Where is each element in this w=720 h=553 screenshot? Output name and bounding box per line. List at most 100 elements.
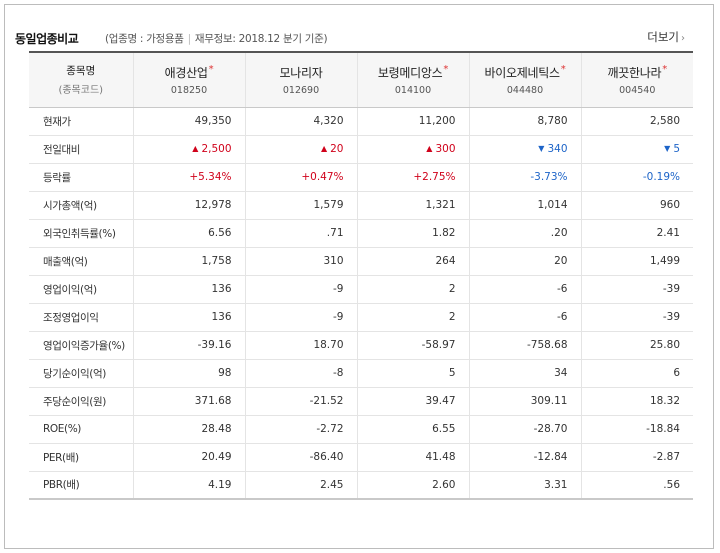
company-code: 014100	[394, 84, 432, 96]
table-cell: -58.97	[356, 331, 469, 360]
cell-value: -0.19%	[642, 171, 680, 183]
table-cell: 4,320	[244, 107, 357, 136]
cell-value: -6	[557, 283, 568, 295]
table-cell: 3.31	[468, 471, 581, 500]
table-cell: -2.87	[580, 443, 693, 472]
row-label: 등락률	[29, 163, 133, 192]
row-label: 전일대비	[29, 135, 133, 164]
cell-value: 6.56	[208, 227, 232, 239]
company-name-link[interactable]: 깨끗한나라*	[582, 64, 694, 81]
table-cell: 1,321	[356, 191, 469, 220]
company-name-link[interactable]: 모나리자	[246, 64, 357, 81]
table-cell: 1,758	[132, 247, 245, 276]
company-name[interactable]: 깨끗한나라	[607, 65, 662, 80]
corner-header: 종목명 (종목코드)	[29, 52, 133, 108]
table-cell: -39	[580, 303, 693, 332]
company-name-link[interactable]: 바이오제네틱스*	[470, 64, 581, 81]
cell-value: -39.16	[197, 339, 232, 351]
cell-value: 98	[218, 367, 232, 379]
company-name-link[interactable]: 애경산업*	[134, 64, 245, 81]
more-label[interactable]: 더보기	[647, 30, 679, 44]
table-cell: +5.34%	[132, 163, 245, 192]
triangle-down-icon: ▼	[538, 144, 545, 153]
table-cell: +0.47%	[244, 163, 357, 192]
company-name[interactable]: 모나리자	[279, 65, 323, 80]
table-cell: -0.19%	[580, 163, 693, 192]
chevron-right-icon[interactable]: ›	[681, 33, 685, 44]
cell-value: +5.34%	[189, 171, 232, 183]
table-cell: 371.68	[132, 387, 245, 416]
table-cell: 1,499	[580, 247, 693, 276]
cell-value: 1,321	[425, 199, 456, 211]
table-cell: 18.32	[580, 387, 693, 416]
table-cell: -39	[580, 275, 693, 304]
triangle-up-icon: ▲	[426, 144, 433, 153]
more-link[interactable]: 더보기 ›	[647, 29, 685, 45]
cell-value: 8,780	[537, 115, 568, 127]
cell-value: 2,580	[649, 115, 680, 127]
cell-value: 960	[659, 199, 680, 211]
company-code: 004540	[619, 84, 656, 96]
cell-value: -28.70	[533, 423, 568, 435]
table-cell: 1,579	[244, 191, 357, 220]
cell-value: 20	[554, 255, 568, 267]
table-cell: 1.82	[356, 219, 469, 248]
table-cell: 6.55	[356, 415, 469, 444]
company-header: 깨끗한나라* 004540	[580, 52, 694, 108]
table-cell: .20	[468, 219, 581, 248]
cell-value: -8	[333, 367, 344, 379]
table-row: 매출액(억) 1,758 310 264 20 1,499	[29, 247, 693, 276]
table-cell: -21.52	[244, 387, 357, 416]
table-cell: -12.84	[468, 443, 581, 472]
table-row: 현재가 49,350 4,320 11,200 8,780 2,580	[29, 107, 693, 136]
cell-value: 2	[448, 311, 456, 323]
row-label: PBR(배)	[29, 471, 133, 500]
table-cell: -6	[468, 303, 581, 332]
cell-value: 264	[435, 255, 456, 267]
table-cell: -86.40	[244, 443, 357, 472]
table-cell: 2,580	[580, 107, 693, 136]
company-header: 모나리자 012690	[244, 52, 357, 108]
cell-value: -18.84	[646, 423, 680, 435]
cell-value: 5	[448, 367, 456, 379]
company-code: 018250	[170, 84, 208, 96]
cell-value: 20.49	[201, 451, 232, 463]
company-name[interactable]: 보령메디앙스	[377, 65, 443, 80]
company-code: 012690	[282, 84, 320, 96]
cell-value: 28.48	[201, 423, 232, 435]
company-name-link[interactable]: 보령메디앙스*	[358, 64, 469, 81]
finance-label: 재무정보: 2018.12 분기 기준)	[194, 33, 328, 45]
cell-value: 49,350	[194, 115, 232, 127]
table-cell: ▲ 2,500	[132, 135, 245, 164]
row-label: 당기순이익(억)	[29, 359, 133, 388]
cell-value: .20	[550, 227, 568, 239]
table-cell: ▼ 5	[580, 135, 693, 164]
company-header: 바이오제네틱스* 044480	[468, 52, 581, 108]
table-cell: 309.11	[468, 387, 581, 416]
cell-value: 1,014	[537, 199, 568, 211]
cell-value: 41.48	[425, 451, 456, 463]
cell-value: 371.68	[194, 395, 232, 407]
table-cell: ▲ 20	[244, 135, 357, 164]
table-cell: .71	[244, 219, 357, 248]
row-label: 영업이익증가율(%)	[29, 331, 133, 360]
cell-value: -9	[333, 283, 344, 295]
cell-value: -2.72	[316, 423, 344, 435]
table-cell: 264	[356, 247, 469, 276]
comparison-panel: 동일업종비교 (업종명 : 가정용품 | 재무정보: 2018.12 분기 기준) …	[4, 4, 714, 549]
cell-value: 136	[211, 283, 232, 295]
panel-header: 동일업종비교 (업종명 : 가정용품 | 재무정보: 2018.12 분기 기준) …	[15, 25, 703, 55]
company-name[interactable]: 바이오제네틱스	[484, 65, 560, 80]
cell-value: -6	[557, 311, 568, 323]
panel-title: 동일업종비교	[15, 32, 79, 46]
company-code: 044480	[506, 84, 544, 96]
table-cell: 18.70	[244, 331, 357, 360]
comparison-table: 종목명 (종목코드) 애경산업* 018250 모나리자 012690 보령메디앙스* 0…	[29, 51, 693, 500]
cell-value: 340	[547, 143, 568, 155]
cell-value: 2	[448, 283, 456, 295]
cell-value: 2.41	[656, 227, 680, 239]
company-name[interactable]: 애경산업	[164, 65, 208, 80]
row-label: 조정영업이익	[29, 303, 133, 332]
cell-value: 2,500	[201, 143, 232, 155]
table-cell: 6	[580, 359, 693, 388]
